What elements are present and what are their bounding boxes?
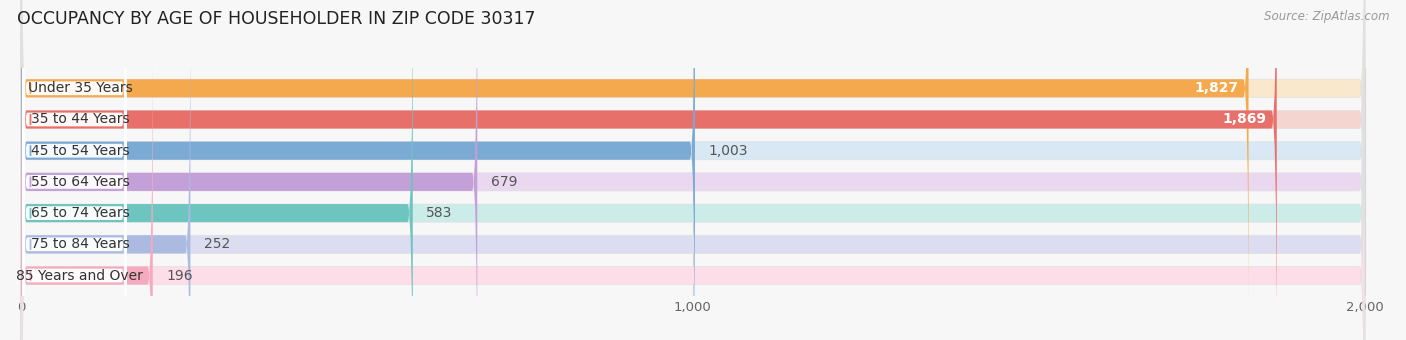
FancyBboxPatch shape	[21, 0, 1365, 340]
FancyBboxPatch shape	[22, 33, 127, 340]
FancyBboxPatch shape	[21, 0, 1365, 340]
FancyBboxPatch shape	[21, 0, 1249, 329]
Text: 583: 583	[426, 206, 453, 220]
FancyBboxPatch shape	[21, 0, 1365, 340]
Text: Source: ZipAtlas.com: Source: ZipAtlas.com	[1264, 10, 1389, 23]
FancyBboxPatch shape	[21, 4, 190, 340]
Text: 65 to 74 Years: 65 to 74 Years	[31, 206, 129, 220]
FancyBboxPatch shape	[21, 0, 477, 340]
FancyBboxPatch shape	[22, 0, 127, 340]
FancyBboxPatch shape	[21, 35, 153, 340]
Text: 75 to 84 Years: 75 to 84 Years	[31, 237, 129, 251]
FancyBboxPatch shape	[22, 0, 127, 340]
FancyBboxPatch shape	[21, 4, 1365, 340]
Text: 1,869: 1,869	[1223, 113, 1267, 126]
Text: 1,827: 1,827	[1194, 81, 1239, 95]
Text: 55 to 64 Years: 55 to 64 Years	[31, 175, 129, 189]
FancyBboxPatch shape	[22, 0, 127, 331]
FancyBboxPatch shape	[21, 0, 413, 340]
FancyBboxPatch shape	[21, 35, 1365, 340]
FancyBboxPatch shape	[22, 2, 127, 340]
FancyBboxPatch shape	[22, 64, 127, 340]
FancyBboxPatch shape	[22, 0, 127, 300]
Text: 85 Years and Over: 85 Years and Over	[17, 269, 143, 283]
FancyBboxPatch shape	[21, 0, 1365, 340]
Text: Under 35 Years: Under 35 Years	[28, 81, 132, 95]
FancyBboxPatch shape	[21, 0, 695, 340]
FancyBboxPatch shape	[21, 0, 1277, 340]
Text: 679: 679	[491, 175, 517, 189]
Text: 1,003: 1,003	[709, 144, 748, 158]
Text: 45 to 54 Years: 45 to 54 Years	[31, 144, 129, 158]
Text: 35 to 44 Years: 35 to 44 Years	[31, 113, 129, 126]
Text: 252: 252	[204, 237, 231, 251]
FancyBboxPatch shape	[21, 0, 1365, 329]
Text: OCCUPANCY BY AGE OF HOUSEHOLDER IN ZIP CODE 30317: OCCUPANCY BY AGE OF HOUSEHOLDER IN ZIP C…	[17, 10, 536, 28]
Text: 196: 196	[166, 269, 193, 283]
